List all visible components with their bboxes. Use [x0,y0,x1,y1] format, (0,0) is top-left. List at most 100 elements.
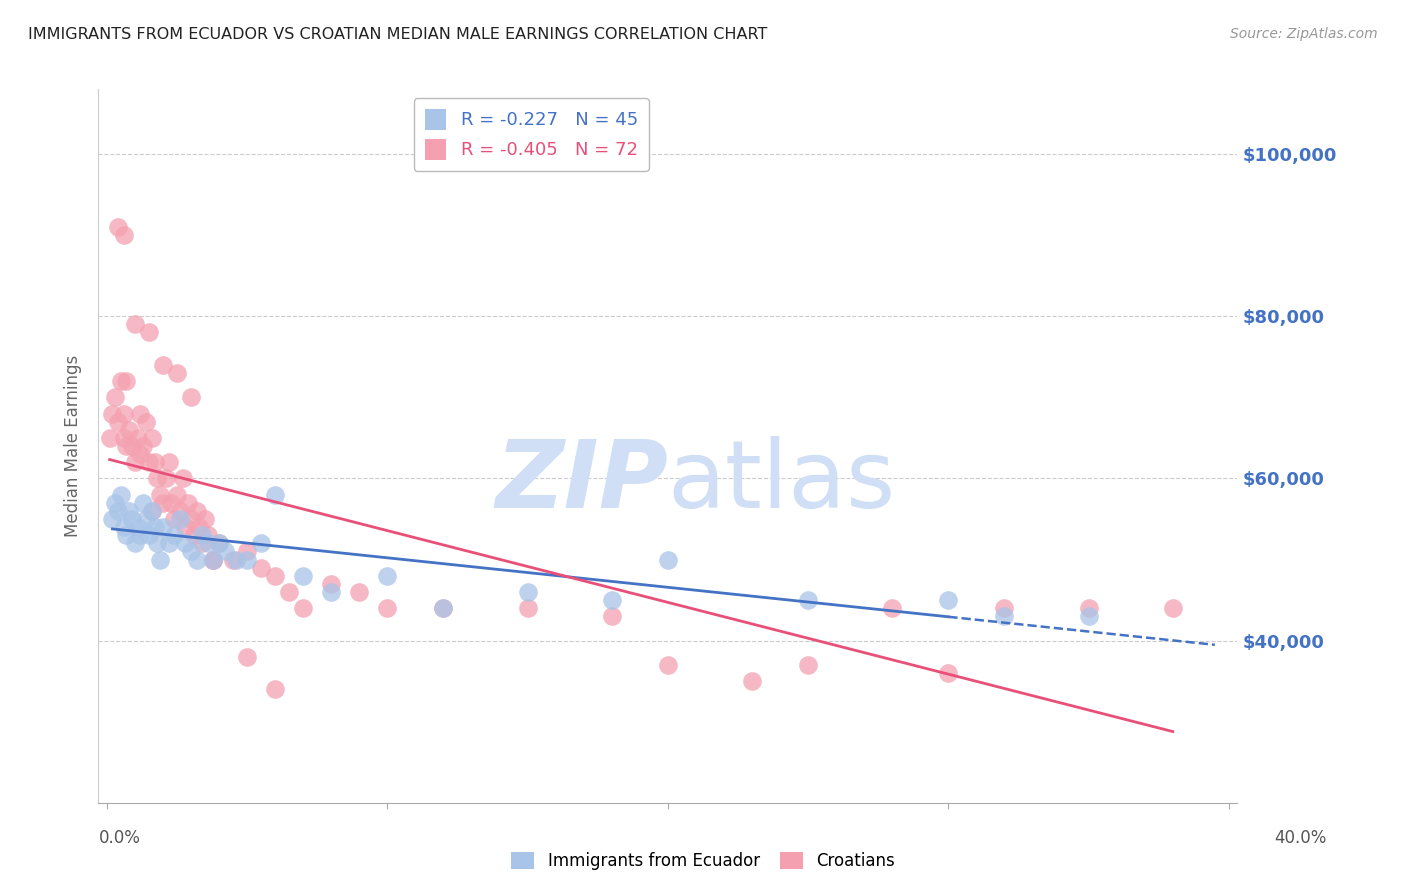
Point [132,439,155,453]
Point [166,366,188,380]
Point [127,431,149,445]
Point [180,544,202,558]
Point [180,390,202,404]
Point [138,455,160,469]
Point [349,585,371,599]
Point [143,520,166,534]
Point [138,528,160,542]
Y-axis label: Median Male Earnings: Median Male Earnings [65,355,83,537]
Point [657,552,679,566]
Point [129,528,152,542]
Point [160,496,183,510]
Point [208,536,231,550]
Text: 0.0%: 0.0% [98,829,141,847]
Point [121,512,143,526]
Point [250,536,273,550]
Point [107,415,129,429]
Point [264,682,287,697]
Point [292,601,315,615]
Point [938,593,960,607]
Point [112,228,135,243]
Point [186,552,208,566]
Point [202,552,225,566]
Text: Source: ZipAtlas.com: Source: ZipAtlas.com [1230,27,1378,41]
Point [115,528,138,542]
Point [191,528,214,542]
Point [152,496,174,510]
Point [138,326,160,340]
Point [169,504,191,518]
Point [124,536,146,550]
Point [118,504,141,518]
Point [600,609,623,624]
Point [135,512,157,526]
Point [321,585,343,599]
Point [101,407,124,421]
Point [1161,601,1184,615]
Point [172,471,194,485]
Point [174,536,197,550]
Point [141,504,163,518]
Point [1077,609,1099,624]
Point [118,423,141,437]
Point [264,488,287,502]
Point [516,601,538,615]
Point [157,455,180,469]
Point [183,528,205,542]
Point [107,220,129,235]
Point [166,488,188,502]
Point [112,520,135,534]
Point [110,488,132,502]
Point [1077,601,1099,615]
Point [141,504,163,518]
Point [214,544,236,558]
Text: ZIP: ZIP [495,435,668,528]
Point [741,674,763,689]
Point [375,601,398,615]
Point [197,528,219,542]
Point [186,504,208,518]
Point [188,520,211,534]
Point [177,496,200,510]
Text: 40.0%: 40.0% [1274,829,1327,847]
Legend: R = -0.227   N = 45, R = -0.405   N = 72: R = -0.227 N = 45, R = -0.405 N = 72 [413,98,648,170]
Point [180,512,202,526]
Point [202,552,225,566]
Point [112,407,135,421]
Point [797,657,820,672]
Point [152,358,174,372]
Point [124,318,146,332]
Point [141,431,163,445]
Point [146,536,169,550]
Point [432,601,454,615]
Point [112,431,135,445]
Text: atlas: atlas [668,435,896,528]
Point [149,552,172,566]
Point [236,552,259,566]
Point [250,560,273,574]
Point [169,512,191,526]
Point [516,585,538,599]
Point [194,512,217,526]
Point [152,520,174,534]
Point [993,601,1015,615]
Point [163,528,186,542]
Point [197,536,219,550]
Point [98,431,121,445]
Point [124,455,146,469]
Point [149,488,172,502]
Point [132,496,155,510]
Point [101,512,124,526]
Point [225,552,247,566]
Point [115,439,138,453]
Legend: Immigrants from Ecuador, Croatians: Immigrants from Ecuador, Croatians [505,845,901,877]
Point [278,585,301,599]
Point [797,593,820,607]
Point [163,512,186,526]
Point [222,552,245,566]
Point [600,593,623,607]
Point [104,496,127,510]
Point [375,568,398,582]
Point [938,666,960,681]
Point [264,568,287,582]
